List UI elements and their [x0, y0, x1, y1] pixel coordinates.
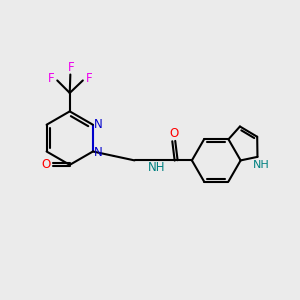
Text: F: F [68, 61, 74, 74]
Text: NH: NH [148, 161, 165, 174]
Text: F: F [85, 72, 92, 85]
Text: NH: NH [253, 160, 269, 170]
Text: O: O [41, 158, 51, 171]
Text: N: N [94, 146, 103, 159]
Text: N: N [94, 118, 103, 130]
Text: F: F [48, 72, 55, 85]
Text: O: O [169, 127, 178, 140]
